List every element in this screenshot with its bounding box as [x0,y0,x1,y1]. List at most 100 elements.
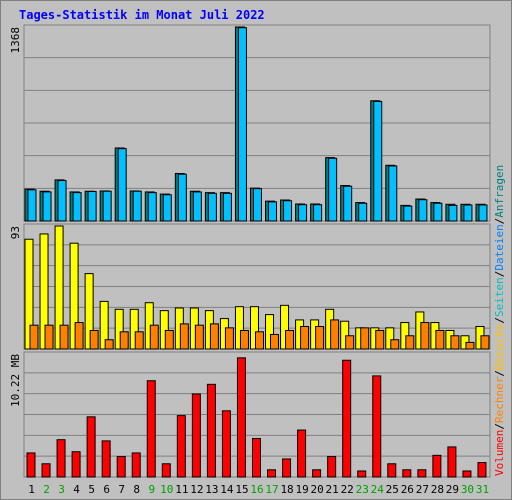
volume-bar [161,463,171,478]
pages-bar [375,329,385,350]
legend-item: Anfragen [493,165,506,218]
legend-item: / [493,370,506,377]
volume-bar [176,415,186,478]
day-label: 26 [401,483,414,496]
files-bar [207,192,217,222]
volume-bar [327,456,337,478]
visits-bar [99,300,109,350]
day-label: 30 [461,483,474,496]
files-bar [463,204,473,222]
pages-bar [315,326,325,350]
day-label: 7 [118,483,125,496]
files-bar [162,194,172,222]
volume-bar [251,437,261,478]
volume-bar [146,380,156,478]
pages-bar [285,329,295,350]
day-label: 22 [341,483,354,496]
pages-bar [420,322,430,350]
files-bar [252,188,262,222]
files-bar [57,180,67,222]
files-bar [27,189,37,222]
files-bar [418,199,428,222]
files-bar [403,205,413,222]
files-bar [283,200,293,222]
volume-panel: 10.22 MB [9,351,491,478]
pages-bar [270,333,280,350]
pages-bar [179,323,189,350]
day-label: 19 [295,483,308,496]
visits-bar [69,242,79,350]
volume-bar [206,383,216,478]
volume-bar [387,463,397,478]
legend-item: / [493,423,506,430]
files-bar [102,190,112,222]
pages-bar [239,329,249,350]
day-label: 16 [250,483,263,496]
volume-bar [342,359,352,478]
day-label: 28 [431,483,444,496]
pages-bar [405,335,415,350]
day-label: 20 [311,483,324,496]
day-label: 11 [175,483,188,496]
files-bar [328,157,338,222]
volume-bar [116,456,126,478]
files-bar [298,204,308,222]
pages-bar [345,335,355,350]
y-max-label: 1368 [9,27,22,54]
day-label: 13 [205,483,218,496]
pages-bar [480,335,490,350]
visits-bar [159,310,169,350]
pages-bar [74,322,84,350]
visits-bar [114,308,124,350]
volume-bar [26,452,36,478]
pages-bar [254,331,264,350]
volume-bar [432,454,442,478]
volume-bar [86,416,96,478]
volume-bar [71,451,81,478]
volume-bar [462,470,472,478]
pages-bar [450,335,460,350]
volume-bar [372,375,382,478]
volume-bar [131,452,141,478]
chart-title: Tages-Statistik im Monat Juli 2022 [19,8,265,22]
visits-bar [265,314,275,350]
pages-bar [59,324,69,350]
day-label: 4 [73,483,80,496]
day-label: 17 [265,483,278,496]
visits-bar [234,306,244,350]
day-label: 14 [220,483,234,496]
visits-bar [84,273,94,350]
files-bar [177,173,187,222]
pages-bar [390,339,400,350]
legend-item: Seiten [493,277,506,317]
day-label: 3 [58,483,65,496]
files-bar [268,201,278,222]
pages-bar [119,331,129,350]
volume-bar [41,463,51,478]
volume-bar [267,469,277,478]
files-bar [132,190,142,222]
pages-bar [194,324,204,350]
files-bar [343,185,353,222]
volume-bar [282,458,292,478]
volume-bar [236,357,246,478]
legend-text: Volumen/Rechner/Besuche/Seiten/Dateien/A… [493,165,506,476]
series-legend: Volumen/Rechner/Besuche/Seiten/Dateien/A… [493,165,506,476]
volume-bar [447,446,457,478]
legend-item: Volumen [493,430,506,476]
volume-bar [56,439,66,478]
day-label: 24 [371,483,385,496]
files-bar [358,202,368,222]
visits-bar [280,304,290,350]
volume-bar [402,469,412,478]
pages-bar [330,319,340,350]
day-label: 2 [43,483,50,496]
files-bar [147,192,157,222]
day-label: 25 [386,483,399,496]
day-label: 23 [356,483,369,496]
y-max-label: 10.22 MB [9,354,22,407]
day-label: 18 [280,483,293,496]
files-bar [448,204,458,222]
files-bar [42,191,52,222]
